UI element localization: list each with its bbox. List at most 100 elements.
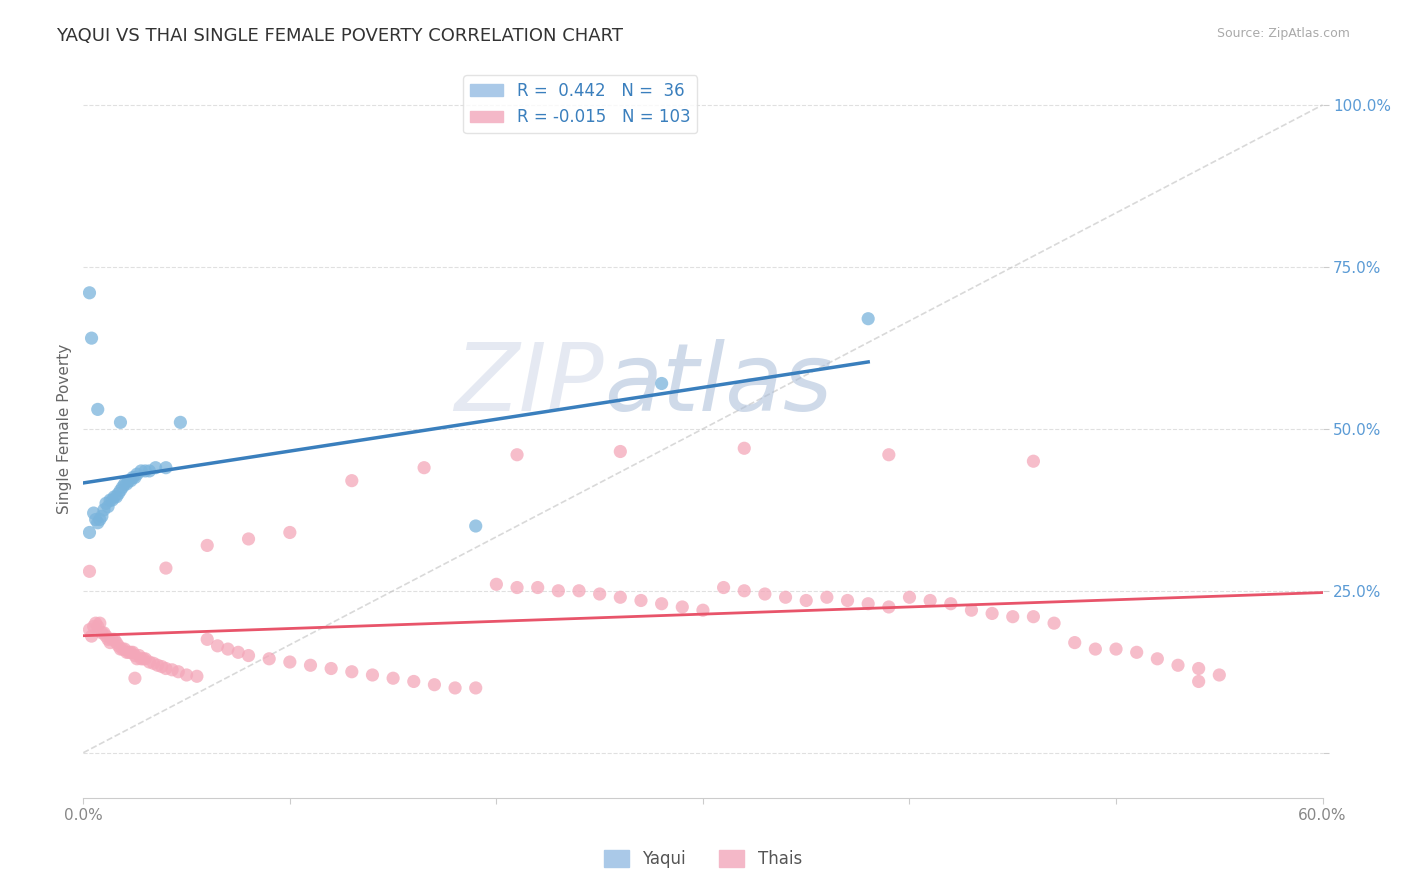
Point	[142, 657, 165, 671]
Point	[87, 516, 110, 530]
Point	[146, 658, 169, 673]
Point	[1188, 661, 1211, 675]
Point	[651, 597, 673, 611]
Legend: Yaqui, Thais: Yaqui, Thais	[598, 843, 808, 875]
Point	[90, 626, 112, 640]
Point	[754, 587, 776, 601]
Point	[920, 593, 942, 607]
Point	[155, 561, 177, 575]
Point	[1146, 652, 1168, 666]
Point	[134, 652, 156, 666]
Point	[186, 669, 208, 683]
Point	[84, 616, 107, 631]
Point	[671, 599, 693, 614]
Point	[105, 635, 128, 649]
Point	[775, 591, 797, 605]
Point	[856, 597, 879, 611]
Point	[150, 659, 173, 673]
Point	[128, 648, 150, 663]
Point	[226, 645, 249, 659]
Point	[1063, 635, 1085, 649]
Point	[79, 623, 101, 637]
Point	[124, 648, 146, 663]
Point	[114, 476, 136, 491]
Point	[83, 506, 105, 520]
Point	[103, 490, 125, 504]
Point	[160, 663, 183, 677]
Point	[90, 509, 112, 524]
Point	[129, 652, 152, 666]
Point	[89, 616, 111, 631]
Point	[402, 674, 425, 689]
Point	[79, 285, 101, 300]
Point	[898, 591, 921, 605]
Point	[93, 626, 115, 640]
Point	[981, 607, 1004, 621]
Legend: R =  0.442   N =  36, R = -0.015   N = 103: R = 0.442 N = 36, R = -0.015 N = 103	[464, 75, 697, 133]
Point	[111, 480, 134, 494]
Point	[238, 532, 260, 546]
Point	[195, 632, 218, 647]
Point	[485, 577, 508, 591]
Point	[120, 645, 142, 659]
Point	[110, 642, 132, 657]
Point	[89, 512, 111, 526]
Point	[124, 470, 146, 484]
Point	[97, 632, 120, 647]
Point	[105, 490, 128, 504]
Point	[111, 642, 134, 657]
Point	[121, 470, 143, 484]
Point	[129, 464, 152, 478]
Point	[713, 581, 735, 595]
Text: YAQUI VS THAI SINGLE FEMALE POVERTY CORRELATION CHART: YAQUI VS THAI SINGLE FEMALE POVERTY CORR…	[56, 27, 623, 45]
Point	[1125, 645, 1147, 659]
Point	[692, 603, 714, 617]
Point	[155, 661, 177, 675]
Point	[361, 668, 384, 682]
Point	[1188, 674, 1211, 689]
Point	[651, 376, 673, 391]
Point	[125, 652, 148, 666]
Point	[1022, 609, 1045, 624]
Point	[794, 593, 817, 607]
Point	[107, 486, 129, 500]
Point	[257, 652, 280, 666]
Point	[568, 583, 591, 598]
Point	[101, 493, 124, 508]
Point	[1084, 642, 1107, 657]
Point	[138, 655, 160, 669]
Point	[1208, 668, 1230, 682]
Point	[1022, 454, 1045, 468]
Point	[299, 658, 322, 673]
Point	[87, 402, 110, 417]
Point	[83, 619, 105, 633]
Point	[444, 681, 467, 695]
Text: Source: ZipAtlas.com: Source: ZipAtlas.com	[1216, 27, 1350, 40]
Point	[1043, 616, 1066, 631]
Point	[195, 538, 218, 552]
Point	[114, 642, 136, 657]
Point	[124, 671, 146, 685]
Point	[1001, 609, 1024, 624]
Point	[94, 496, 117, 510]
Point	[134, 464, 156, 478]
Point	[733, 442, 755, 456]
Text: atlas: atlas	[603, 339, 832, 430]
Point	[138, 464, 160, 478]
Point	[80, 331, 103, 345]
Point	[464, 681, 486, 695]
Point	[382, 671, 405, 685]
Point	[97, 500, 120, 514]
Point	[132, 652, 155, 666]
Point	[278, 655, 301, 669]
Point	[217, 642, 239, 657]
Point	[125, 467, 148, 482]
Point	[103, 632, 125, 647]
Point	[877, 599, 900, 614]
Point	[84, 512, 107, 526]
Point	[120, 474, 142, 488]
Point	[1105, 642, 1128, 657]
Point	[93, 503, 115, 517]
Point	[1167, 658, 1189, 673]
Point	[609, 444, 631, 458]
